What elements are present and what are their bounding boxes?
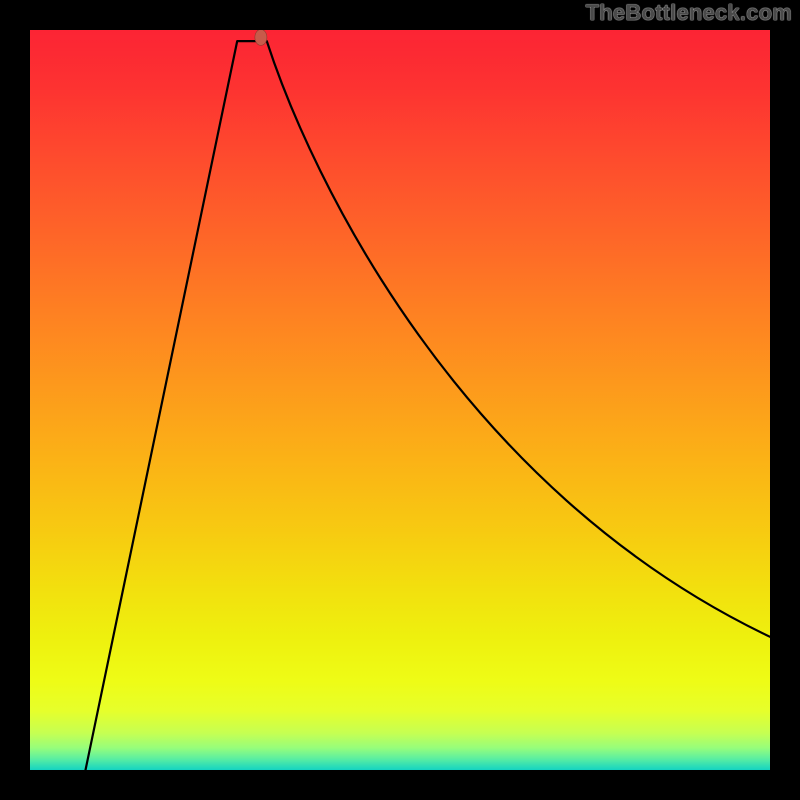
plot-area [30,30,770,770]
gradient-background [30,30,770,770]
chart-frame: TheBottleneck.com [0,0,800,800]
bottleneck-chart [30,30,770,770]
optimum-marker [255,30,267,45]
watermark-text: TheBottleneck.com [586,0,792,26]
